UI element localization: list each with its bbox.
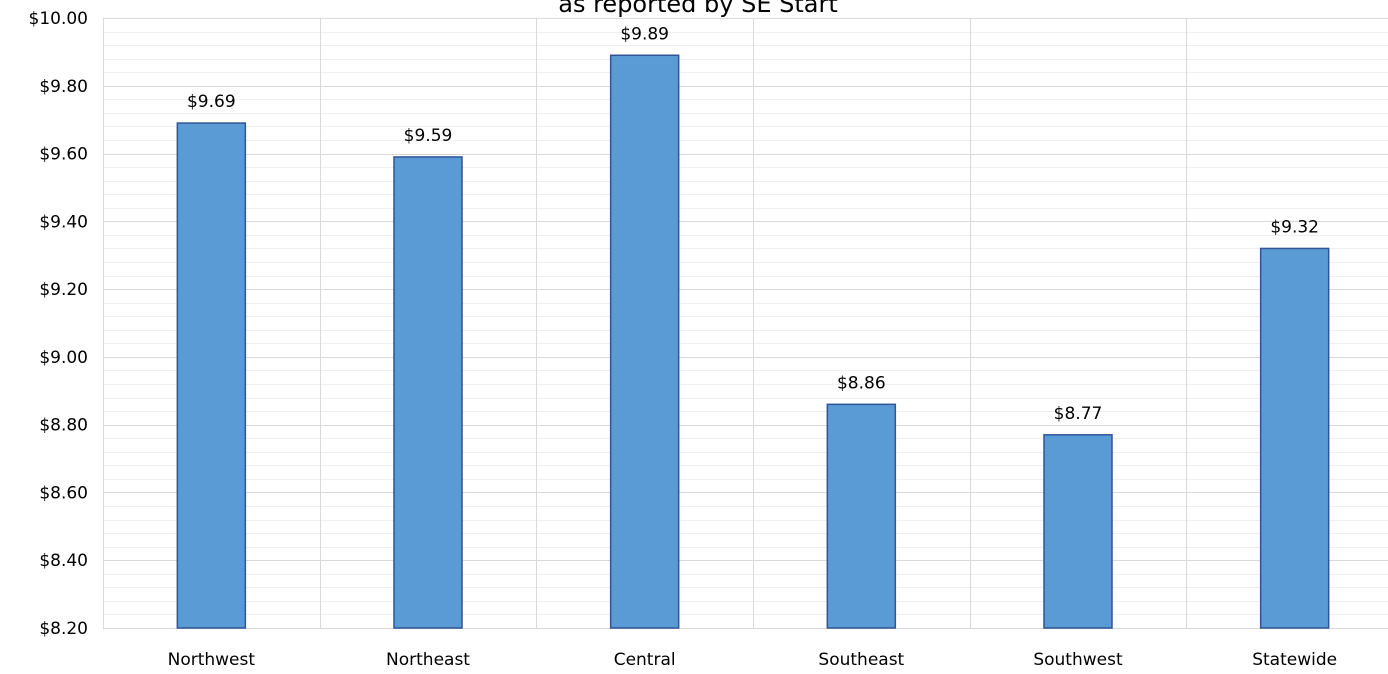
x-tick-label: Southwest bbox=[1033, 650, 1123, 670]
y-tick-label: $9.20 bbox=[39, 280, 88, 300]
x-tick-label: Central bbox=[614, 650, 676, 670]
x-axis-ticks: Northwest Northeast Central Southeast Southw… bbox=[168, 650, 1337, 670]
y-tick-label: $9.80 bbox=[39, 77, 88, 97]
y-tick-label: $9.40 bbox=[39, 212, 88, 232]
y-tick-label: $8.40 bbox=[39, 551, 88, 571]
y-tick-label: $8.60 bbox=[39, 483, 88, 503]
x-tick-label: Southeast bbox=[818, 650, 904, 670]
y-tick-label: $9.00 bbox=[39, 348, 88, 368]
bar-statewide bbox=[1259, 247, 1330, 629]
y-axis-ticks: $8.20 $8.40 $8.60 $8.80 $9.00 $9.20 $9.40 $9.60… bbox=[29, 9, 88, 639]
bar-northeast bbox=[393, 156, 463, 629]
bar-southwest bbox=[1043, 434, 1113, 629]
y-tick-label: $8.20 bbox=[39, 619, 88, 639]
data-label: $8.86 bbox=[837, 373, 886, 393]
bar-northwest bbox=[176, 122, 247, 629]
y-tick-label: $10.00 bbox=[29, 9, 88, 29]
data-labels: $9.69 $9.59 $9.89 $8.86 $8.77 $9.32 bbox=[187, 24, 1319, 424]
y-tick-label: $9.60 bbox=[39, 145, 88, 165]
data-label: $9.69 bbox=[187, 92, 236, 112]
bar-southeast bbox=[826, 403, 897, 629]
gridlines bbox=[103, 18, 1388, 629]
x-tick-label: Northwest bbox=[168, 650, 256, 670]
data-label: $9.59 bbox=[404, 126, 453, 146]
x-tick-label: Statewide bbox=[1252, 650, 1337, 670]
y-tick-label: $8.80 bbox=[39, 416, 88, 436]
data-label: $9.32 bbox=[1270, 217, 1319, 237]
x-tick-label: Northeast bbox=[386, 650, 470, 670]
bar-central bbox=[609, 54, 680, 629]
bars bbox=[176, 54, 1330, 629]
data-label: $8.77 bbox=[1054, 404, 1103, 424]
chart-title: as reported by SE Start bbox=[558, 0, 838, 18]
data-label: $9.89 bbox=[620, 24, 669, 44]
